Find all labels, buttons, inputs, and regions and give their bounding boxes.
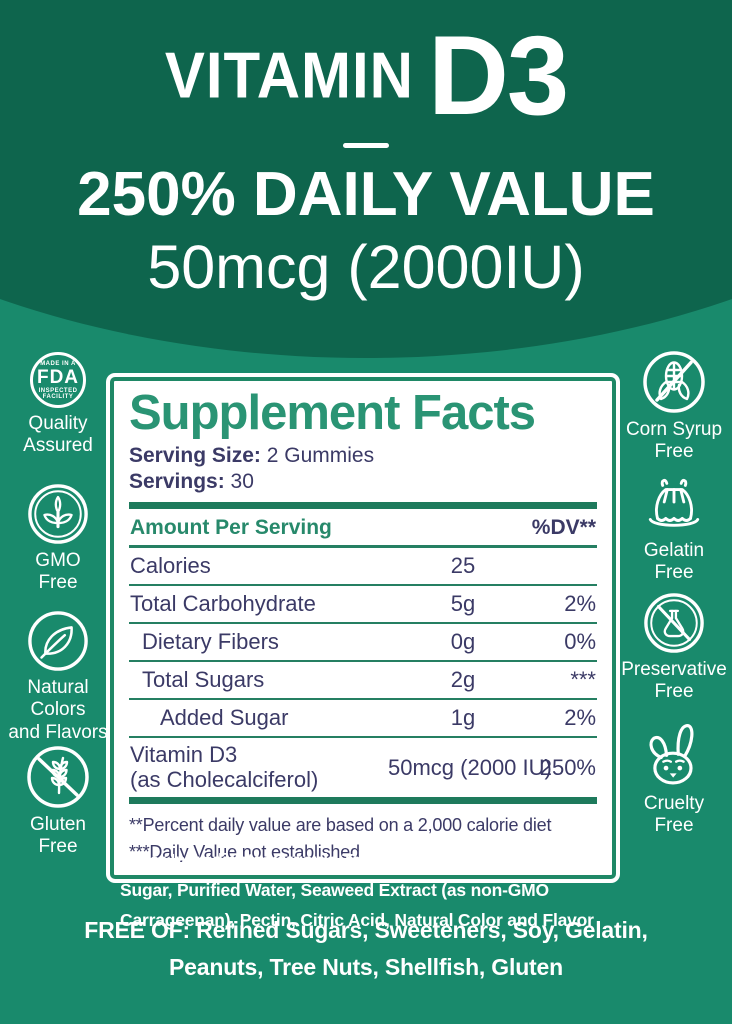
- natural-leaf-icon: [27, 610, 89, 672]
- serving-info: Serving Size: 2 Gummies Servings: 30: [129, 443, 597, 494]
- table-row: Total Carbohydrate 5g 2%: [129, 584, 597, 622]
- cruelty-free-icon: [640, 712, 708, 788]
- badge-quality-assured: MADE IN A FDA INSPECTED FACILITY Quality…: [2, 352, 114, 458]
- footnote-not-established: ***Daily Value not established: [129, 842, 360, 863]
- badge-label: Gluten Free: [30, 814, 86, 858]
- row-amount: 5g: [450, 591, 476, 617]
- badge-gmo-free: GMO Free: [2, 483, 114, 595]
- table-row: Added Sugar 1g 2%: [129, 698, 597, 736]
- gmo-free-icon: [27, 483, 89, 545]
- servings-label: Servings:: [129, 469, 225, 493]
- table-header-row: Amount Per Serving %DV**: [129, 509, 597, 545]
- badge-label: Gelatin Free: [643, 540, 705, 584]
- row-name: Vitamin D3 (as Cholecalciferol): [130, 742, 388, 792]
- serving-size-label: Serving Size:: [129, 443, 261, 467]
- other-ingredients-text: Other Ingredients: Organic Tapioca Syrup…: [120, 850, 594, 931]
- row-name: Total Sugars: [142, 666, 265, 692]
- preservative-free-icon: [643, 592, 705, 654]
- row-amount: 1g: [450, 705, 476, 731]
- header-curve-background: [0, 0, 732, 358]
- row-dv: 2%: [564, 591, 596, 617]
- badge-label: Preservative Free: [621, 659, 727, 703]
- row-name-line2: (as Cholecalciferol): [130, 766, 319, 792]
- table-row: Total Sugars 2g ***: [129, 660, 597, 698]
- badge-label: Cruelty Free: [643, 793, 705, 837]
- gluten-free-icon: [26, 745, 90, 809]
- row-amount: 25: [450, 553, 476, 579]
- table-row: Dietary Fibers 0g 0%: [129, 622, 597, 660]
- header-divider: [343, 143, 389, 149]
- row-name: Calories: [130, 552, 211, 578]
- badge-corn-syrup-free: Corn Syrup Free: [618, 350, 730, 464]
- footnotes: **Percent daily value are based on a 2,0…: [129, 812, 597, 866]
- column-header-amount: Amount Per Serving: [130, 516, 332, 540]
- row-dv: 0%: [564, 629, 596, 655]
- badge-gluten-free: Gluten Free: [2, 745, 114, 859]
- servings-line: Servings: 30: [129, 469, 597, 495]
- supplement-facts-panel: Supplement Facts Serving Size: 2 Gummies…: [110, 377, 616, 880]
- row-name-line1: Vitamin D3: [130, 742, 238, 768]
- fda-badge-top-text: MADE IN A: [40, 360, 76, 367]
- row-dv: ***: [570, 667, 596, 693]
- row-name: Total Carbohydrate: [130, 590, 316, 616]
- divider-thick-bottom: [129, 797, 597, 805]
- badge-label: Natural Colors and Flavors: [8, 677, 108, 743]
- supplement-facts-title: Supplement Facts: [129, 386, 536, 440]
- dose-headline: 50mcg (2000IU): [147, 233, 585, 302]
- fda-badge-icon: MADE IN A FDA INSPECTED FACILITY: [30, 352, 86, 408]
- fda-badge-main-text: FDA: [36, 366, 80, 388]
- serving-size-line: Serving Size: 2 Gummies: [129, 443, 597, 469]
- divider-header: [129, 545, 597, 549]
- product-title-d3: D3: [428, 13, 569, 138]
- column-header-dv: %DV**: [531, 516, 596, 540]
- footnote-dv: **Percent daily value are based on a 2,0…: [129, 815, 552, 836]
- row-dv: 250%: [539, 754, 596, 780]
- divider-thick-top: [129, 502, 597, 510]
- table-row: Calories 25: [129, 548, 597, 584]
- servings-value: 30: [230, 469, 254, 493]
- free-of-text: FREE OF: Refined Sugars, Sweeteners, Soy…: [84, 917, 648, 980]
- header: VITAMIN D3 250% DAILY VALUE 50mcg (2000I…: [0, 0, 732, 299]
- table-row-vitamin-d3: Vitamin D3 (as Cholecalciferol) 50mcg (2…: [129, 736, 597, 797]
- gelatin-free-icon: [641, 473, 707, 535]
- row-name: Added Sugar: [160, 704, 289, 730]
- badge-natural-colors-flavors: Natural Colors and Flavors: [2, 610, 114, 744]
- product-title: VITAMIN D3: [0, 13, 732, 138]
- row-amount: 0g: [450, 629, 476, 655]
- badge-label: Quality Assured: [23, 413, 93, 457]
- fda-badge-bot-text: FACILITY: [42, 393, 74, 400]
- row-amount: 2g: [450, 667, 476, 693]
- product-title-vitamin: VITAMIN: [164, 38, 415, 112]
- row-amount: 50mcg (2000 IU): [388, 754, 552, 780]
- badge-label: Corn Syrup Free: [625, 419, 723, 463]
- badge-label: GMO Free: [35, 550, 81, 594]
- corn-syrup-free-icon: [642, 350, 706, 414]
- row-dv: 2%: [564, 705, 596, 731]
- badge-gelatin-free: Gelatin Free: [618, 473, 730, 585]
- badge-preservative-free: Preservative Free: [618, 592, 730, 704]
- serving-size-value: 2 Gummies: [266, 443, 375, 467]
- fda-badge-mid-text: INSPECTED: [38, 387, 78, 394]
- badge-cruelty-free: Cruelty Free: [618, 712, 730, 838]
- row-name: Dietary Fibers: [142, 628, 279, 654]
- daily-value-headline: 250% DAILY VALUE: [77, 160, 655, 230]
